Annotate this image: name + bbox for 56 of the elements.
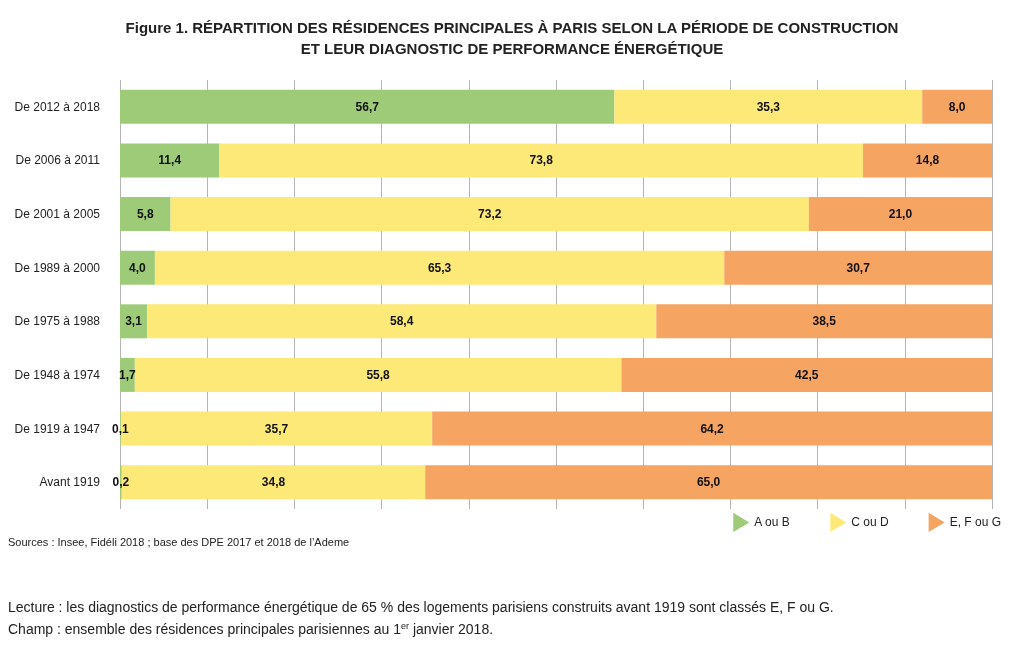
bar [219, 143, 863, 178]
chart-title: Figure 1. RÉPARTITION DES RÉSIDENCES PRINCIPALES À PARIS SELON LA PÉRIODE DE CONSTRUCTION ET LEUR DIAGNOSTIC DE PERFORMANCE ÉNERGÉTIQUE [125, 19, 899, 57]
bar [134, 357, 622, 392]
bar [120, 304, 148, 339]
bar [724, 250, 992, 285]
y-tick-label: De 1948 à 1974 [14, 367, 101, 382]
source-note: Sources : Insee, Fidéli 2018 ; base des DPE 2017 et 2018 de l’Ademe [8, 535, 350, 548]
bar [120, 143, 220, 178]
y-tick-label: De 1919 à 1947 [14, 421, 101, 436]
bar [170, 197, 809, 232]
y-tick-label: De 2006 à 2011 [15, 153, 101, 168]
data-label: 0,2 [112, 475, 130, 490]
legend-label: E, F ou G [949, 515, 1002, 530]
y-tick-label: De 1975 à 1988 [14, 314, 101, 329]
bar [432, 411, 992, 446]
data-label: 65,3 [427, 260, 452, 275]
legend-label: A ou B [754, 515, 790, 530]
data-label: 34,8 [261, 475, 286, 490]
data-label: 38,5 [812, 314, 837, 329]
bar [621, 357, 992, 392]
bar [154, 250, 725, 285]
data-label: 4,0 [129, 260, 147, 275]
bar [120, 89, 615, 124]
bar [425, 465, 992, 500]
data-label: 73,2 [478, 207, 502, 222]
bar [120, 197, 171, 232]
data-label: 73,8 [529, 153, 554, 168]
data-label: 21,0 [888, 207, 913, 222]
y-tick-label: De 2012 à 2018 [14, 99, 101, 114]
bar [922, 89, 992, 124]
bar [120, 250, 155, 285]
data-label: 8,0 [948, 99, 966, 114]
y-tick-label: De 2001 à 2005 [14, 207, 101, 222]
data-label: 3,1 [125, 314, 143, 329]
data-label: 65,0 [696, 475, 721, 490]
text: Lecture : les diagnostics de performance énergétique de 65 % des logements parisiens construits avant 1919 sont classés E, F ou G. [8, 599, 834, 615]
data-label: 14,8 [915, 153, 940, 168]
data-label: 0,1 [112, 421, 130, 436]
data-label: 5,8 [136, 207, 154, 222]
data-label: 42,5 [795, 367, 819, 382]
data-label: 55,8 [366, 367, 391, 382]
data-label: 11,4 [158, 153, 182, 168]
y-tick-label: Avant 1919 [39, 475, 101, 490]
data-label: 56,7 [355, 99, 380, 114]
data-label: 58,4 [389, 314, 414, 329]
bar [808, 197, 992, 232]
data-label: 30,7 [846, 260, 871, 275]
bar [614, 89, 923, 124]
y-tick-label: De 1989 à 2000 [14, 260, 101, 275]
legend-label: C ou D [851, 515, 889, 530]
data-label: 35,7 [264, 421, 289, 436]
bar [862, 143, 992, 178]
data-label: 64,2 [700, 421, 725, 436]
bar [656, 304, 992, 339]
bar [147, 304, 657, 339]
data-label: 35,3 [756, 99, 781, 114]
